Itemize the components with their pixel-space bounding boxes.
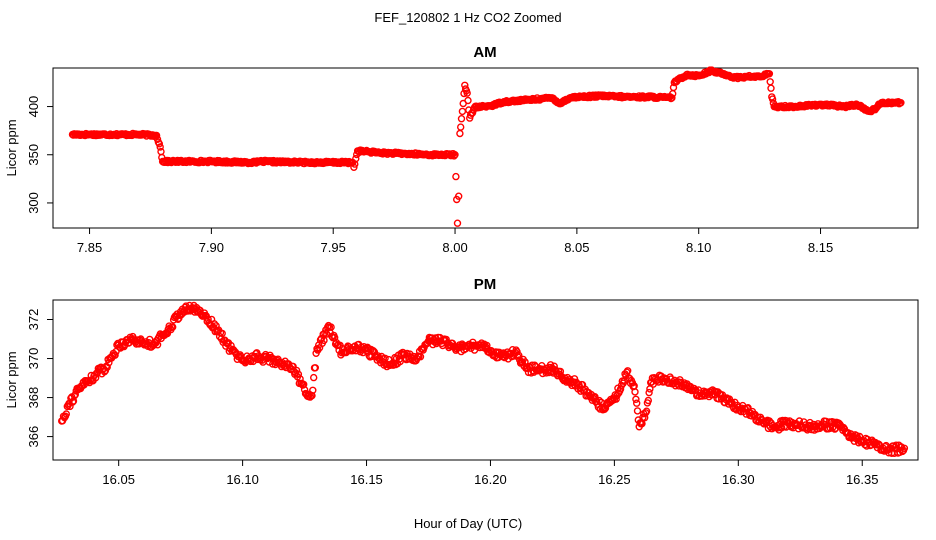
am-plot-frame (52, 67, 919, 229)
am-x-tick-label: 7.95 (321, 240, 346, 255)
pm-x-tick-label: 16.05 (102, 472, 135, 487)
pm-data-point (111, 351, 119, 359)
pm-plot-frame (52, 299, 919, 461)
pm-x-tick-label: 16.35 (846, 472, 879, 487)
pm-y-tick-label: 370 (26, 348, 41, 370)
am-data-point (457, 114, 466, 123)
am-data-point (766, 78, 774, 86)
am-y-tick-label: 400 (26, 96, 41, 118)
am-data-point (452, 172, 460, 181)
am-x-tick-label: 8.15 (808, 240, 833, 255)
am-data-point (152, 131, 161, 140)
pm-data-point (320, 336, 328, 345)
pm-data-point (556, 367, 565, 376)
pm-y-axis-label: Licor ppm (4, 351, 19, 408)
pm-data-point (642, 407, 651, 415)
am-panel: AM Licor ppm 7.85 7.90 7.95 8.00 8.05 8.10 8.1… (4, 44, 919, 255)
pm-data-point (633, 399, 641, 407)
am-x-tick-label: 7.85 (77, 240, 102, 255)
am-x-tick-label: 7.90 (199, 240, 224, 255)
am-data-point (767, 84, 775, 92)
pm-y-tick-label: 366 (26, 426, 41, 448)
am-panel-title: AM (473, 44, 496, 61)
pm-data-point (112, 347, 120, 356)
pm-axes: 16.05 16.10 16.15 16.20 16.25 16.30 16.35 366 36… (26, 309, 879, 487)
am-data-point (352, 154, 360, 163)
pm-data-point (900, 444, 909, 452)
pm-data-point (327, 323, 335, 331)
figure-x-axis-label: Hour of Day (UTC) (414, 516, 522, 531)
pm-data-point (595, 396, 603, 405)
pm-data-point (311, 364, 319, 372)
pm-data-point (416, 353, 425, 361)
am-data-point (768, 95, 777, 103)
am-data-point (155, 140, 164, 148)
am-data-point (451, 150, 459, 159)
am-axes: 7.85 7.90 7.95 8.00 8.05 8.10 8.15 300 350 400 (26, 96, 833, 255)
pm-data-point (62, 410, 71, 418)
figure-title: FEF_120802 1 Hz CO2 Zoomed (374, 10, 561, 25)
am-y-tick-label: 300 (26, 192, 41, 214)
pm-data-point (210, 320, 219, 328)
pm-data-point (300, 386, 309, 394)
pm-data-point (174, 315, 182, 323)
am-data-point (453, 219, 462, 227)
am-y-axis-label: Licor ppm (4, 119, 19, 176)
pm-data-point (168, 323, 177, 331)
pm-x-tick-label: 16.30 (722, 472, 755, 487)
pm-data-point (633, 407, 642, 415)
pm-x-tick-label: 16.20 (474, 472, 507, 487)
pm-data-point (644, 396, 652, 405)
am-x-tick-label: 8.00 (442, 240, 467, 255)
pm-data-point (624, 367, 632, 375)
pm-panel: PM Licor ppm 16.05 16.10 16.15 16.20 16.25 16… (4, 276, 919, 487)
am-data-point (457, 123, 465, 131)
am-data-point (668, 94, 676, 102)
pm-data-point (550, 362, 558, 370)
am-points (68, 66, 905, 227)
pm-y-tick-label: 372 (26, 309, 41, 331)
pm-data-point (310, 373, 318, 382)
pm-data-point (515, 351, 523, 360)
pm-points (58, 301, 909, 457)
am-data-point (765, 70, 774, 78)
pm-x-tick-label: 16.10 (226, 472, 259, 487)
pm-x-tick-label: 16.25 (598, 472, 631, 487)
pm-panel-title: PM (474, 276, 497, 293)
am-x-tick-label: 8.10 (686, 240, 711, 255)
pm-data-point (632, 395, 640, 403)
pm-data-point (616, 385, 625, 393)
pm-data-point (218, 329, 226, 338)
pm-data-point (631, 388, 639, 396)
am-data-point (463, 89, 471, 97)
pm-data-point (396, 357, 404, 366)
am-data-point (458, 107, 467, 116)
am-data-point (464, 96, 472, 105)
pm-data-point (296, 375, 304, 383)
am-x-tick-label: 8.05 (564, 240, 589, 255)
pm-data-point (153, 341, 162, 349)
am-y-tick-label: 350 (26, 144, 41, 166)
pm-data-point (641, 414, 649, 422)
pm-y-tick-label: 368 (26, 387, 41, 409)
pm-x-tick-label: 16.15 (350, 472, 383, 487)
pm-data-point (612, 395, 620, 403)
am-data-point (350, 163, 358, 172)
am-data-point (456, 129, 464, 138)
am-data-point (156, 143, 164, 151)
pm-data-point (103, 363, 111, 371)
pm-data-point (294, 370, 303, 378)
pm-data-point (145, 335, 154, 344)
pm-data-point (645, 388, 653, 397)
am-data-point (455, 192, 463, 200)
pm-data-point (309, 386, 317, 394)
am-data-point (897, 98, 905, 107)
